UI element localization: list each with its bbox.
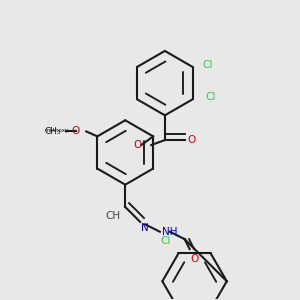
Text: Cl: Cl: [205, 92, 215, 102]
Text: NH: NH: [162, 227, 178, 237]
Text: N: N: [141, 223, 149, 233]
Text: O: O: [191, 254, 199, 264]
Text: CH₃: CH₃: [45, 127, 61, 136]
Text: O: O: [72, 126, 80, 136]
Text: Cl: Cl: [161, 236, 171, 246]
Text: Cl: Cl: [203, 59, 213, 70]
Text: methoxy: methoxy: [45, 128, 69, 133]
Text: O: O: [133, 140, 141, 150]
Text: O: O: [187, 135, 195, 145]
Text: CH: CH: [105, 211, 120, 221]
